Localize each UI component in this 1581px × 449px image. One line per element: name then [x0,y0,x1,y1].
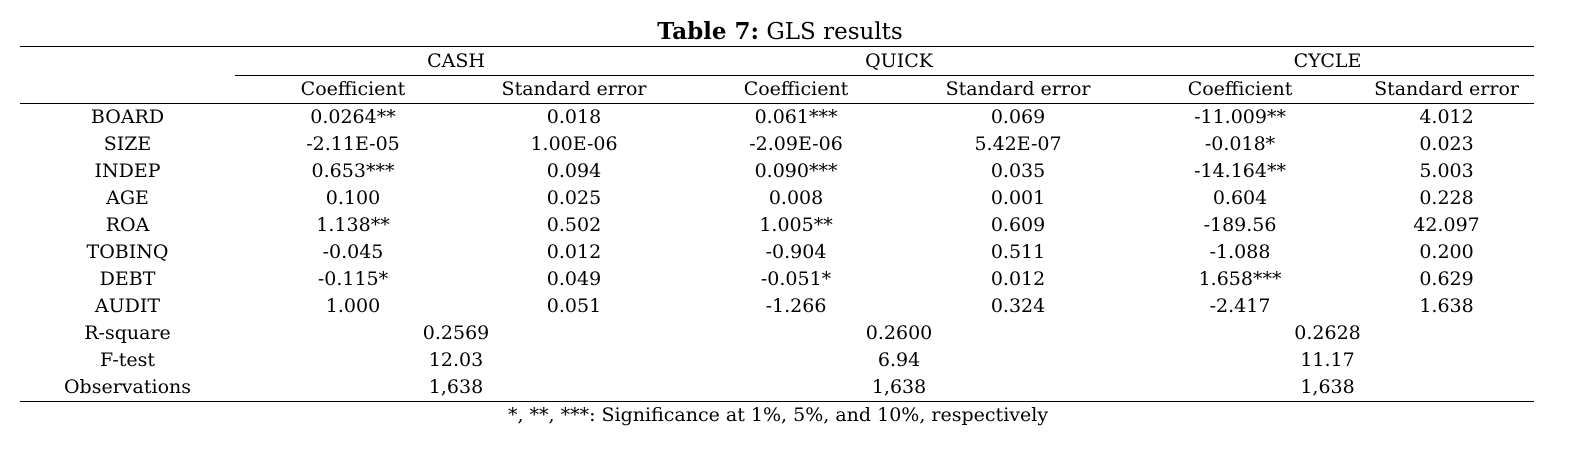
table-cell: 1.658*** [1198,268,1282,290]
table-cell: 42.097 [1413,214,1480,236]
table-cell: 0.069 [990,106,1046,128]
row-label: TOBINQ [86,241,169,263]
table-cell: -0.904 [765,241,827,263]
table-caption: Table 7: GLS results [0,18,1560,46]
subheader-quick-standard-error: Standard error [915,75,1122,104]
row-label: AGE [106,187,149,209]
summary-row-r-square: R-square 0.2569 0.2600 0.2628 [20,320,1534,347]
table-cell: 0.025 [546,187,602,209]
table-cell: 0.604 [1212,187,1268,209]
row-label: F-test [99,349,155,371]
table-cell: 0.018 [546,106,602,128]
table-cell: 0.100 [325,187,381,209]
significance-note: *, **, ***: Significance at 1%, 5%, and … [507,404,1049,426]
subheader-cash-coefficient: Coefficient [235,75,471,104]
summary-cell-quick: 6.94 [877,349,921,371]
table-cell: -0.115* [317,268,389,290]
table-cell: 0.511 [990,241,1046,263]
table-cell: 0.200 [1419,241,1474,263]
table-cell: 0.653*** [311,160,395,182]
subheader-empty-cell [20,75,235,104]
table-cell: 0.094 [546,160,602,182]
table-cell: 0.012 [546,241,602,263]
table-cell: 0.023 [1419,133,1474,155]
subheader-quick-coefficient: Coefficient [677,75,916,104]
table-cell: 0.035 [990,160,1046,182]
table-cell: -0.045 [322,241,384,263]
summary-cell-cycle: 1,638 [1121,374,1535,402]
table-cell: -1.266 [765,295,827,317]
row-label: ROA [105,214,150,236]
table-cell: 1.005** [759,214,833,236]
table-cell: -2.09E-06 [749,133,843,155]
table-cell: 5.42E-07 [974,133,1062,155]
table-row: TOBINQ -0.045 0.012 -0.904 0.511 -1.088 … [20,239,1534,266]
subheader-cycle-standard-error: Standard error [1359,75,1535,104]
table-cell: 0.008 [768,187,824,209]
table-cell: -14.164** [1194,160,1286,182]
row-label: SIZE [103,133,152,155]
table-cell: -189.56 [1203,214,1277,236]
table-cell: -2.417 [1209,295,1271,317]
summary-row-f-test: F-test 12.03 6.94 11.17 [20,347,1534,374]
table-row: AUDIT 1.000 0.051 -1.266 0.324 -2.417 1.… [20,293,1534,320]
header-empty-cell [20,46,235,76]
summary-cell-cycle: 11.17 [1300,349,1355,371]
table-cell: 0.0264** [310,106,396,128]
table-cell: -11.009** [1194,106,1286,128]
table-cell: -0.018* [1204,133,1276,155]
table-row: ROA 1.138** 0.502 1.005** 0.609 -189.56 … [20,212,1534,239]
table-cell: 1.638 [1419,295,1474,317]
subheader-cash-standard-error: Standard error [471,75,678,104]
summary-cell-cash: 12.03 [428,349,484,371]
row-label: Observations [20,374,235,402]
table-row: DEBT -0.115* 0.049 -0.051* 0.012 1.658**… [20,266,1534,293]
group-header-quick: QUICK [677,46,1122,76]
table-cell: 0.502 [546,214,602,236]
table-cell: 0.324 [990,295,1046,317]
row-label: DEBT [99,268,156,290]
table-cell: 0.609 [990,214,1046,236]
table-cell: -2.11E-05 [306,133,400,155]
summary-cell-cash: 0.2569 [422,322,490,344]
table-caption-label: Table 7: [657,18,760,45]
table-row: AGE 0.100 0.025 0.008 0.001 0.604 0.228 [20,185,1534,212]
table-row: INDEP 0.653*** 0.094 0.090*** 0.035 -14.… [20,158,1534,185]
summary-cell-quick: 0.2600 [865,322,933,344]
table-caption-title: GLS results [766,19,903,45]
group-header-cash: CASH [235,46,678,76]
table-cell: -0.051* [760,268,832,290]
table-cell: 4.012 [1419,106,1474,128]
table-cell: 1.000 [325,295,381,317]
summary-cell-cycle: 0.2628 [1294,322,1361,344]
table-cell: 0.629 [1419,268,1474,290]
summary-row-observations: Observations 1,638 1,638 1,638 [20,374,1535,402]
subheader-cycle-coefficient: Coefficient [1121,75,1360,104]
table-cell: 5.003 [1419,160,1474,182]
row-label: R-square [84,322,171,344]
row-label: INDEP [94,160,161,182]
table-cell: 0.051 [546,295,602,317]
table-row: BOARD 0.0264** 0.018 0.061*** 0.069 -11.… [20,104,1534,132]
gls-results-table: CASH QUICK CYCLE Coefficient Standard er… [20,46,1535,402]
table-cell: 0.061*** [754,106,838,128]
table-cell: 0.001 [990,187,1046,209]
group-header-cycle: CYCLE [1121,46,1535,76]
table-cell: 0.090*** [754,160,838,182]
table-cell: 0.228 [1419,187,1474,209]
table-cell: 1.00E-06 [530,133,618,155]
table-cell: 0.049 [546,268,602,290]
summary-cell-quick: 1,638 [677,374,1122,402]
row-label: BOARD [90,106,165,128]
table-cell: -1.088 [1209,241,1271,263]
table-row: SIZE -2.11E-05 1.00E-06 -2.09E-06 5.42E-… [20,131,1534,158]
table-cell: 1.138** [316,214,390,236]
row-label: AUDIT [94,295,161,317]
summary-cell-cash: 1,638 [235,374,678,402]
table-cell: 0.012 [990,268,1046,290]
